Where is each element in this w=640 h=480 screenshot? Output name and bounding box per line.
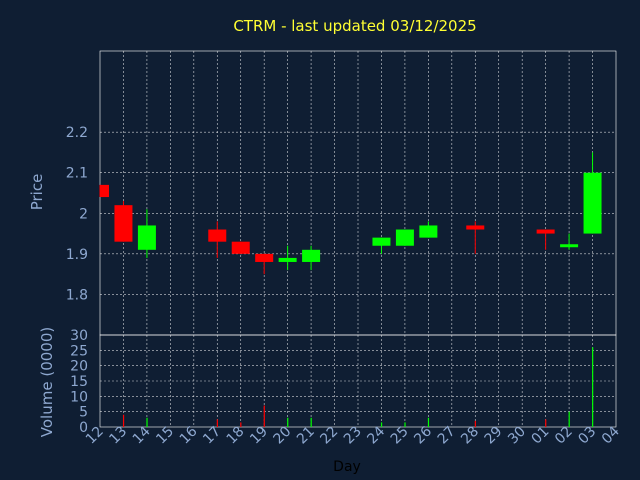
volume-tick-label: 30 [70, 328, 88, 344]
volume-bar [380, 422, 383, 427]
chart-title: CTRM - last updated 03/12/2025 [233, 17, 476, 35]
price-axis-label: Price [28, 174, 46, 211]
price-tick-label: 2.1 [66, 166, 88, 182]
candle-body [255, 253, 274, 262]
volume-bar [592, 347, 594, 427]
volume-bar [287, 417, 289, 427]
day-axis-label: Day [333, 459, 361, 475]
candle-body [419, 225, 438, 238]
candle-body [114, 205, 133, 242]
price-tick-label: 2 [79, 206, 88, 222]
volume-axis-label: Volume (0000) [38, 327, 56, 437]
volume-bar [310, 417, 312, 427]
volume-tick-label: 0 [79, 420, 88, 436]
candle-body [395, 229, 414, 246]
day-tick-labels: 12 13 14 15 16 17 18 19 20 21 22 23 24 25 26 27 28 29 30 01… [83, 423, 623, 447]
volume-tick-label: 5 [79, 405, 88, 421]
candle-body [137, 225, 156, 250]
price-tick-label: 1.9 [66, 247, 88, 263]
volume-bar [568, 411, 570, 427]
volume-tick-label: 15 [70, 374, 88, 390]
candle-body [231, 241, 250, 254]
candle-body [466, 225, 485, 230]
volume-tick-label: 10 [70, 389, 88, 405]
volume-bar [474, 420, 476, 427]
candle-body [372, 237, 391, 246]
price-panel: 1.8 1.9 2 2.1 2.2 [66, 50, 617, 336]
candle-body [208, 229, 227, 242]
candle-body [278, 257, 297, 262]
volume-bar [404, 422, 406, 427]
volume-bar [427, 417, 430, 427]
volume-bar [263, 405, 265, 427]
price-tick-label: 1.8 [66, 287, 88, 303]
candle-body [560, 244, 579, 248]
candle-body [100, 184, 109, 198]
volume-tick-label: 20 [70, 359, 88, 375]
volume-bar [122, 414, 125, 427]
volume-tick-label: 25 [70, 343, 88, 359]
volume-bar [146, 417, 148, 427]
candle-body [302, 249, 321, 262]
volume-bar [216, 419, 218, 427]
candle-body [583, 172, 602, 234]
price-tick-label: 2.2 [66, 125, 88, 141]
volume-bar [240, 422, 242, 427]
candle-body [536, 229, 555, 234]
volume-bar [545, 419, 547, 427]
